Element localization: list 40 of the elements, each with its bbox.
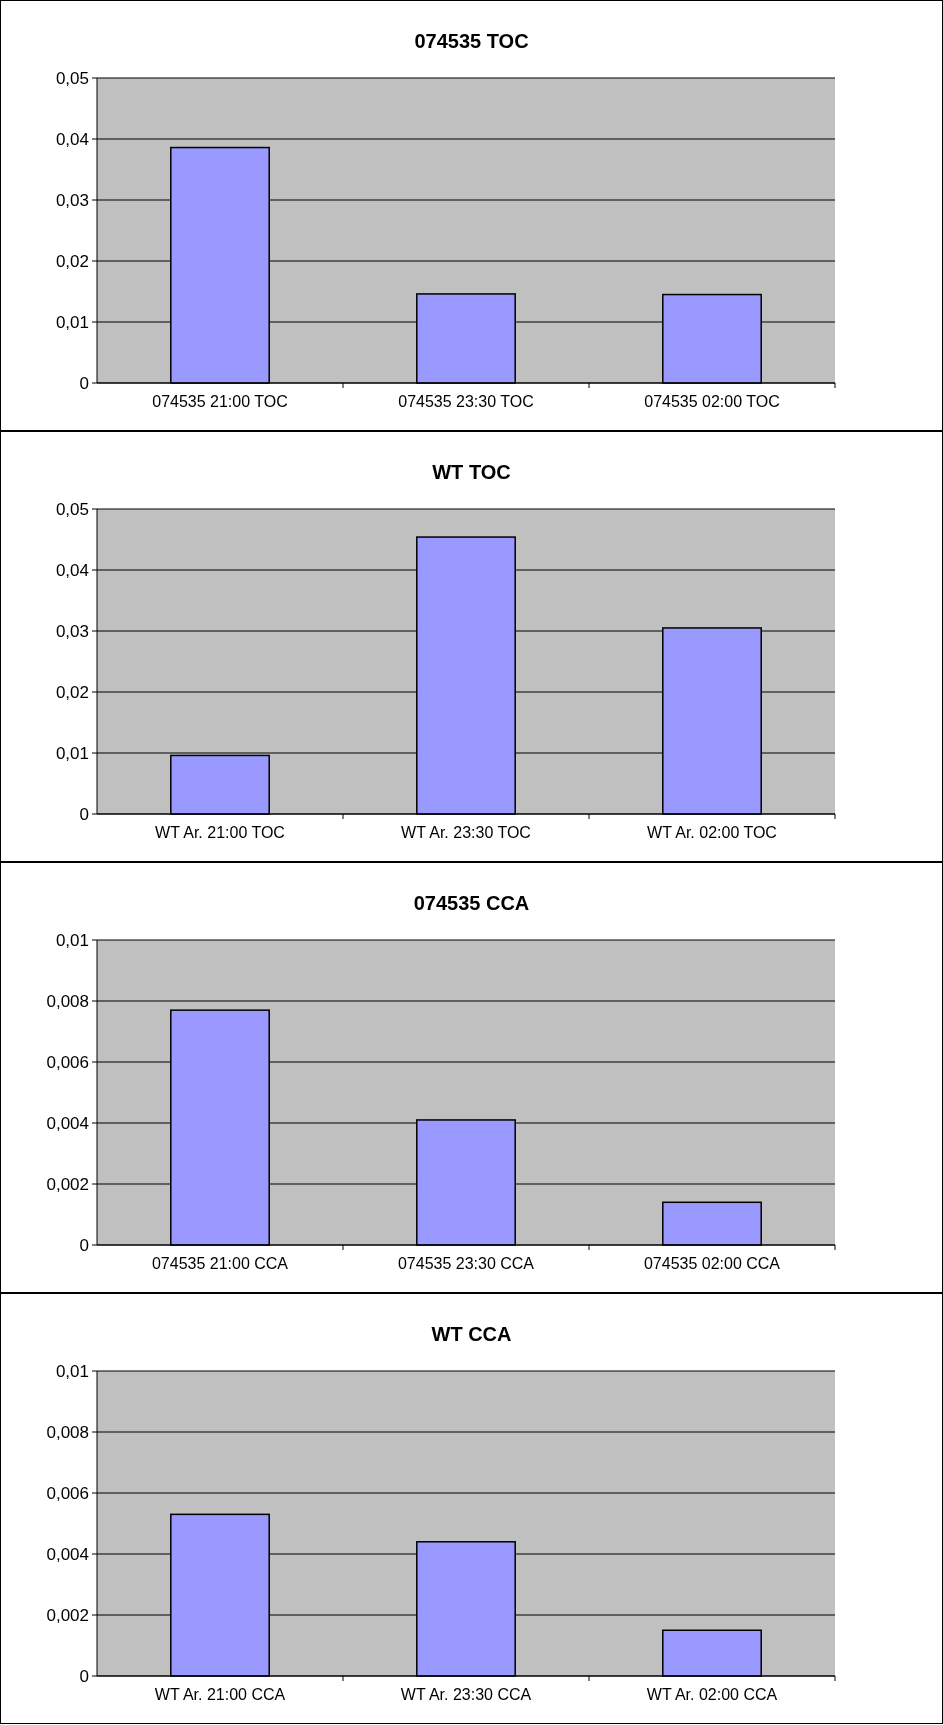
- x-tick-label: WT Ar. 02:00 CCA: [646, 1686, 778, 1703]
- x-tick-label: 074535 21:00 CCA: [151, 1255, 289, 1272]
- x-tick-label: 074535 02:00 TOC: [644, 393, 780, 410]
- y-tick-label: 0,008: [46, 991, 89, 1011]
- y-tick-label: 0: [79, 373, 89, 393]
- y-tick-label: 0,006: [46, 1483, 89, 1503]
- y-tick-label: 0,004: [46, 1544, 89, 1564]
- y-tick-label: 0,01: [55, 930, 89, 950]
- y-tick-label: 0,01: [55, 1361, 89, 1381]
- x-tick-label: 074535 21:00 TOC: [152, 393, 288, 410]
- y-tick-label: 0,04: [55, 560, 89, 580]
- y-tick-label: 0,05: [55, 68, 89, 88]
- y-tick-label: 0: [79, 1666, 89, 1686]
- y-tick-label: 0,002: [46, 1605, 89, 1625]
- y-tick-label: 0,01: [55, 312, 89, 332]
- y-tick-label: 0,02: [55, 251, 89, 271]
- y-tick-label: 0,008: [46, 1422, 89, 1442]
- y-tick-label: 0,02: [55, 682, 89, 702]
- y-tick-label: 0,04: [55, 129, 89, 149]
- y-tick-label: 0,03: [55, 190, 89, 210]
- x-tick-label: WT Ar. 21:00 CCA: [154, 1686, 286, 1703]
- y-tick-label: 0,05: [55, 499, 89, 519]
- y-tick-label: 0: [79, 804, 89, 824]
- chart-title: WT TOC: [432, 461, 511, 483]
- y-tick-label: 0,002: [46, 1174, 89, 1194]
- chart-title: 074535 TOC: [414, 30, 529, 52]
- x-tick-label: 074535 23:30 TOC: [398, 393, 534, 410]
- y-tick-label: 0,01: [55, 743, 89, 763]
- x-tick-label: 074535 02:00 CCA: [643, 1255, 781, 1272]
- x-tick-label: WT Ar. 21:00 TOC: [155, 824, 285, 841]
- x-tick-label: WT Ar. 23:30 TOC: [401, 824, 531, 841]
- y-tick-label: 0,03: [55, 621, 89, 641]
- y-tick-label: 0: [79, 1235, 89, 1255]
- y-tick-label: 0,004: [46, 1113, 89, 1133]
- y-tick-label: 0,006: [46, 1052, 89, 1072]
- x-tick-label: WT Ar. 23:30 CCA: [400, 1686, 532, 1703]
- x-tick-label: 074535 23:30 CCA: [397, 1255, 535, 1272]
- chart-title: 074535 CCA: [413, 892, 530, 914]
- chart-title: WT CCA: [431, 1323, 512, 1345]
- x-tick-label: WT Ar. 02:00 TOC: [647, 824, 777, 841]
